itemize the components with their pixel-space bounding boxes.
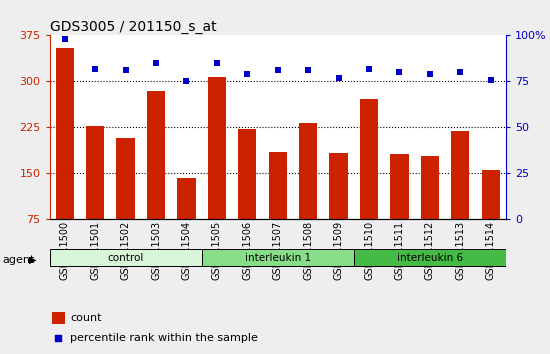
Text: GDS3005 / 201150_s_at: GDS3005 / 201150_s_at — [50, 21, 216, 34]
Text: count: count — [70, 313, 102, 323]
Point — [273, 68, 282, 73]
Point — [426, 71, 434, 77]
Bar — [117, 138, 135, 266]
Bar — [451, 131, 470, 266]
Bar — [299, 123, 317, 266]
Bar — [238, 129, 256, 266]
Point — [60, 36, 69, 42]
Point — [334, 75, 343, 81]
Bar — [208, 77, 226, 266]
Bar — [360, 99, 378, 266]
Point — [91, 66, 100, 72]
Point — [212, 60, 221, 66]
Bar — [329, 153, 348, 266]
Bar — [177, 178, 196, 266]
Bar — [421, 156, 439, 266]
Bar — [482, 170, 500, 266]
Bar — [390, 154, 409, 266]
Bar — [50, 249, 202, 266]
Point — [395, 69, 404, 75]
Point — [365, 66, 373, 72]
Point — [54, 335, 63, 341]
Bar — [354, 249, 506, 266]
Text: ▶: ▶ — [29, 255, 36, 265]
Bar — [86, 126, 104, 266]
Bar — [202, 249, 354, 266]
Point — [243, 71, 252, 77]
Bar — [147, 91, 165, 266]
Point — [121, 68, 130, 73]
Bar — [268, 152, 287, 266]
Point — [182, 79, 191, 84]
Bar — [52, 313, 64, 324]
Text: agent: agent — [3, 255, 35, 265]
Point — [152, 60, 161, 66]
Point — [304, 68, 312, 73]
Text: interleukin 6: interleukin 6 — [397, 252, 463, 263]
Text: interleukin 1: interleukin 1 — [245, 252, 311, 263]
Text: percentile rank within the sample: percentile rank within the sample — [70, 333, 258, 343]
Bar — [56, 48, 74, 266]
Point — [456, 69, 465, 75]
Point — [486, 77, 495, 82]
Text: control: control — [107, 252, 144, 263]
